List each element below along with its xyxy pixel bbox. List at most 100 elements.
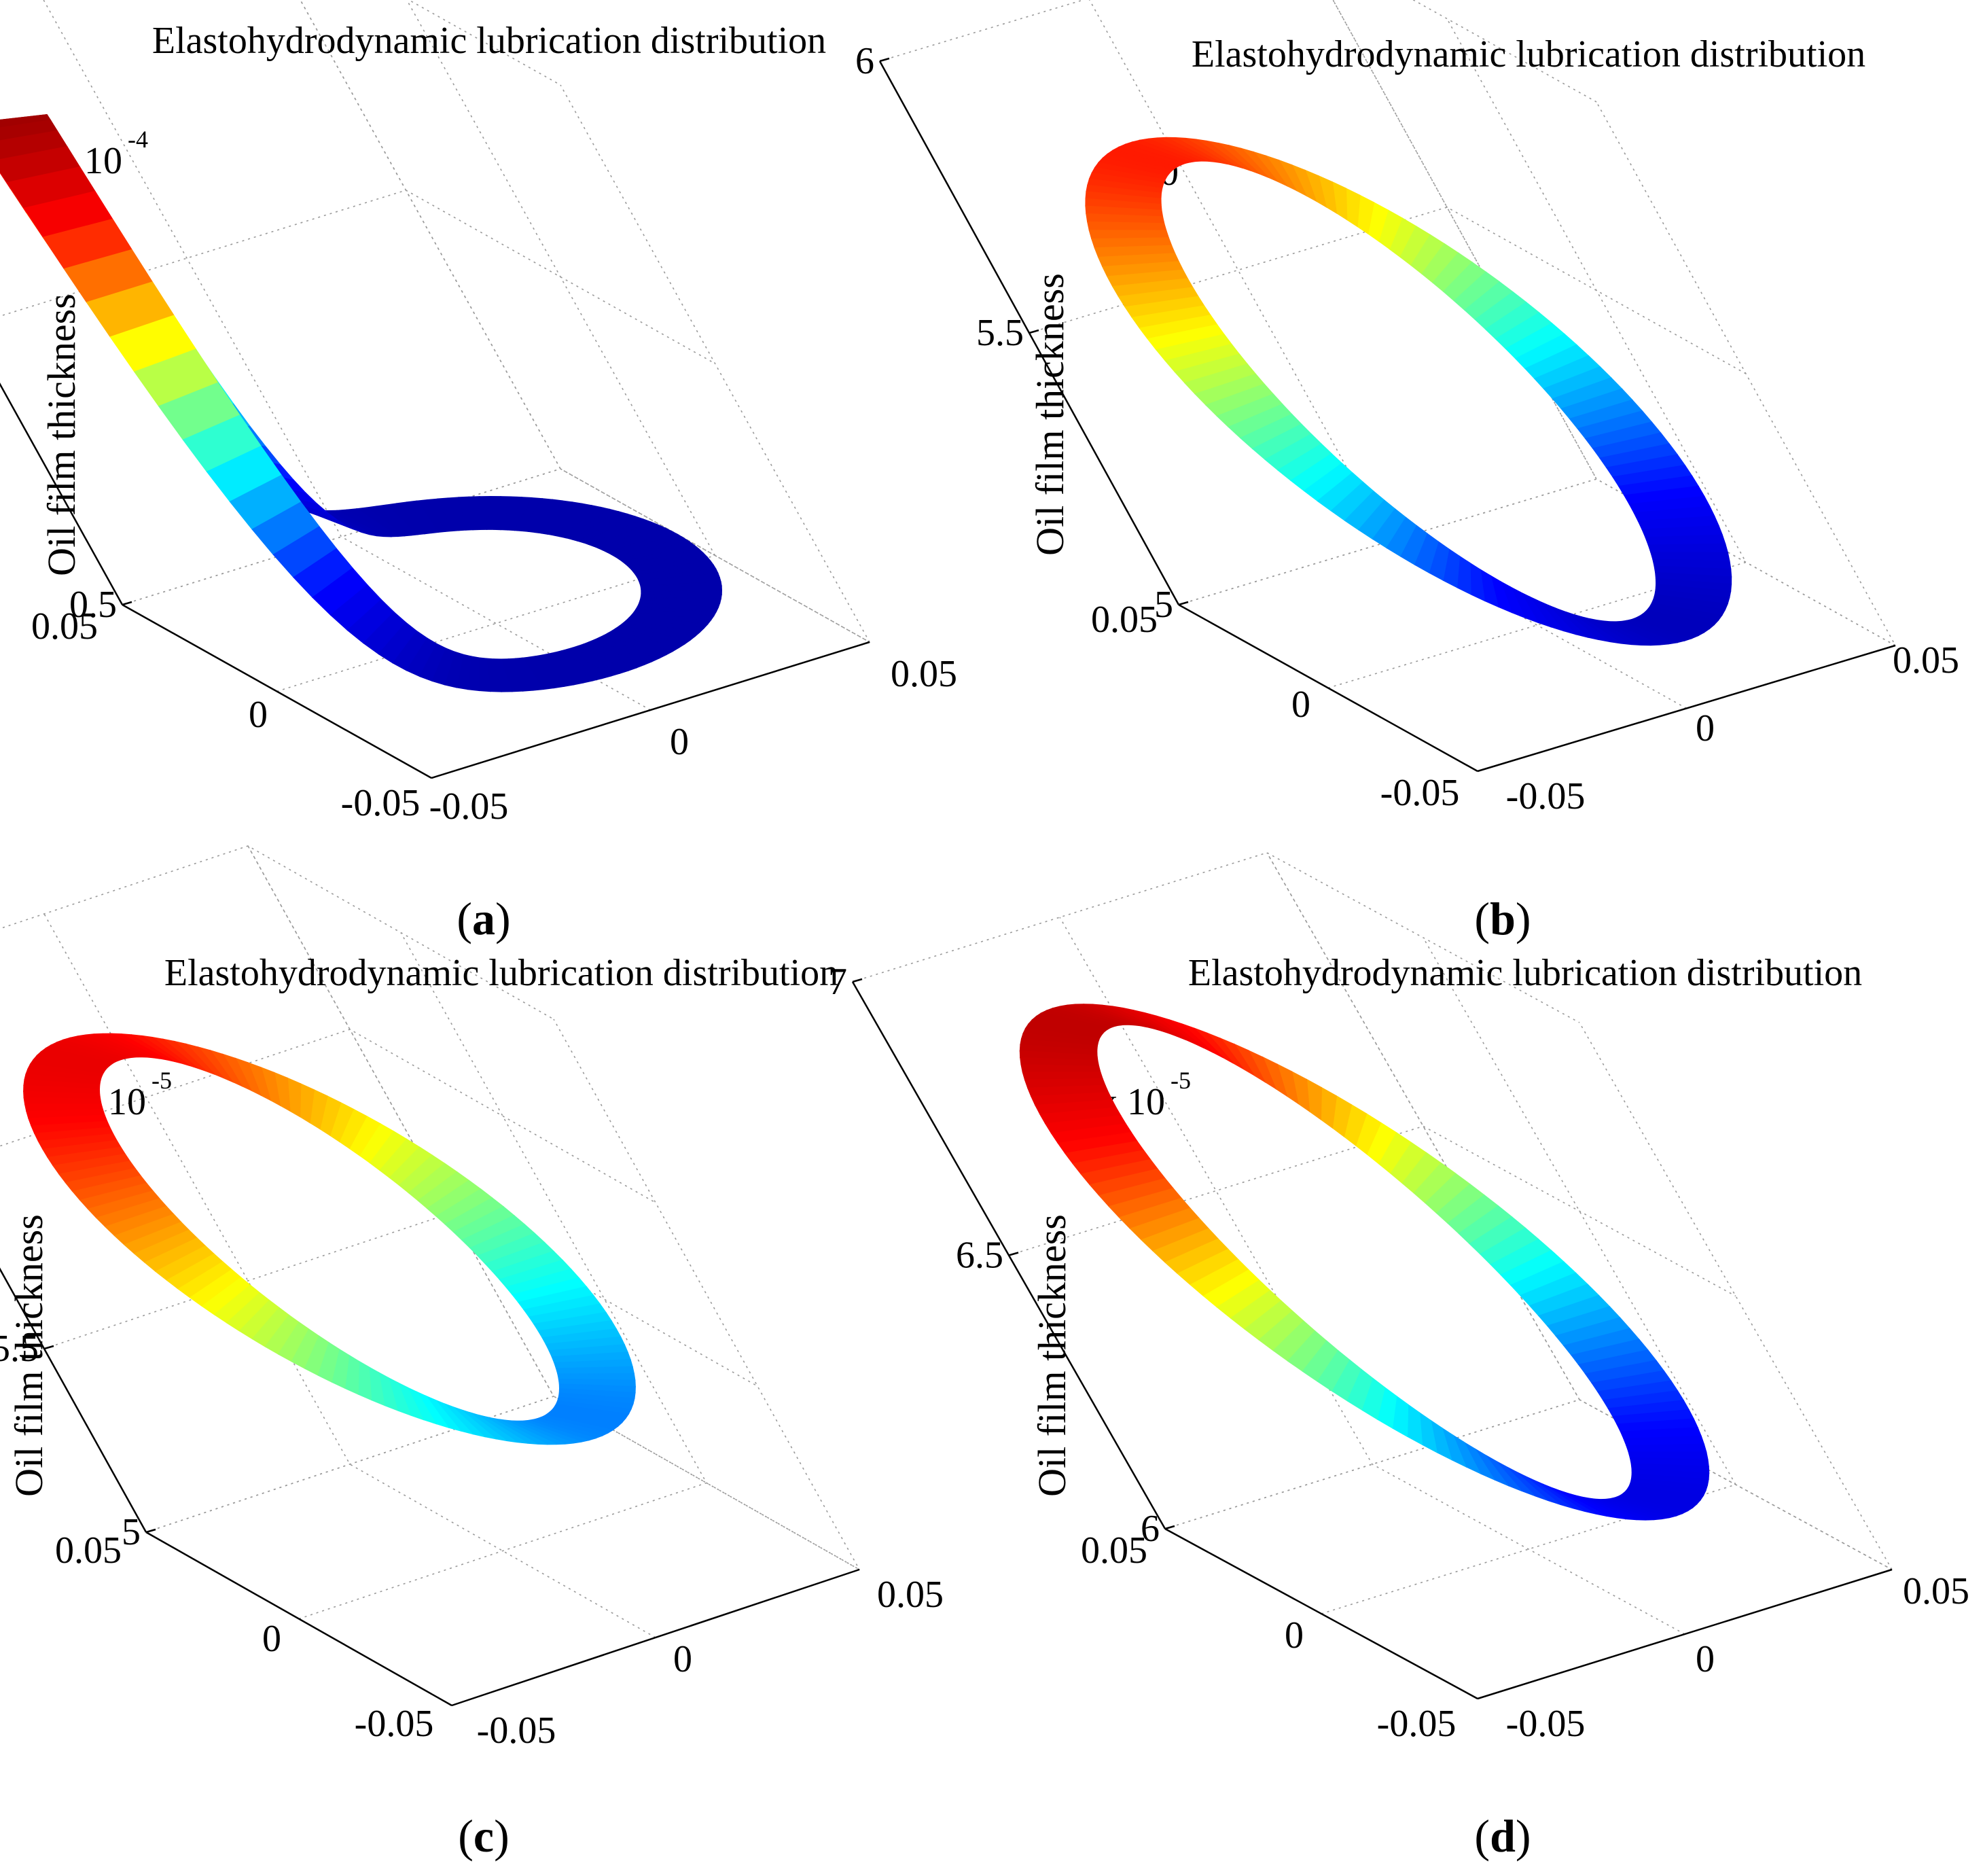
z-axis-label: Oil film thickness (1028, 273, 1072, 556)
surface-annulus (0, 114, 723, 692)
surface-patch (1414, 533, 1439, 573)
surface-patch (1306, 1078, 1323, 1120)
x-tick-label: 0 (1696, 707, 1715, 749)
x-tick-label: 0.05 (877, 1574, 944, 1616)
z-axis (0, 383, 124, 605)
x-tick-label: -0.05 (1506, 775, 1586, 817)
z-tick-label: 7 (828, 961, 847, 1003)
z-tick-mark (145, 1528, 156, 1534)
x-tick-label: -0.05 (429, 785, 509, 828)
y-axis (1178, 603, 1478, 773)
grid-line-x (1059, 917, 1685, 1635)
caption-open-paren: ( (458, 1810, 474, 1862)
x-tick-label: 0.05 (1893, 639, 1959, 682)
grid-line-y (1477, 1022, 1893, 1699)
grid-line-y (451, 1019, 861, 1706)
z-tick-label: 6 (855, 40, 874, 82)
caption-letter: c (474, 1810, 494, 1862)
grid-line-y (298, 932, 708, 1620)
z-axis-label: Oil film thickness (1030, 1214, 1074, 1497)
z-tick-label: 6 (1141, 1508, 1160, 1550)
surface-annulus (23, 1033, 636, 1445)
grid-line-x (43, 913, 656, 1638)
caption-letter: b (1490, 893, 1516, 944)
caption-letter: a (472, 893, 495, 944)
z-tick-mark (1008, 1252, 1019, 1256)
surface-patch (1626, 1443, 1707, 1453)
caption-open-paren: ( (457, 893, 472, 944)
x-axis (451, 1568, 860, 1707)
caption-open-paren: ( (1474, 893, 1490, 944)
z-tick-label: 5.5 (0, 1328, 39, 1370)
grid-line-x (43, 0, 651, 711)
z-tick-label: 5.5 (976, 312, 1024, 354)
surface-patch (0, 120, 58, 141)
x-axis (431, 641, 870, 779)
surface-patch (23, 1097, 102, 1105)
caption-open-paren: ( (1474, 1810, 1490, 1862)
z-exponent-power: -5 (151, 1067, 172, 1094)
grid-line-x (300, 0, 870, 643)
x-tick-label: 0 (670, 721, 689, 763)
grid-line-y (145, 845, 555, 1533)
grid-line-x (852, 981, 1478, 1699)
surface-patch (1345, 188, 1361, 228)
surface-patch (0, 130, 68, 160)
x-tick-label: 0.05 (1903, 1570, 1969, 1612)
x-tick-label: 0.05 (891, 653, 957, 695)
z-tick-mark (1029, 329, 1039, 334)
y-tick-label: 0.05 (55, 1529, 122, 1572)
surface-patch (1469, 562, 1486, 602)
z-tick-label: 0.5 (69, 584, 117, 626)
caption-letter: d (1490, 1810, 1516, 1862)
z-exponent-power: -5 (1171, 1067, 1191, 1094)
x-axis (1477, 1568, 1893, 1700)
y-axis (1164, 1527, 1478, 1700)
y-tick-label: 0.05 (31, 605, 98, 648)
z-tick-mark (43, 1345, 54, 1350)
panel-caption: (c) (458, 1810, 510, 1862)
panel-caption: (d) (1474, 1810, 1531, 1862)
caption-close-paren: ) (494, 1810, 510, 1862)
y-tick-label: 0.05 (1081, 1529, 1147, 1572)
panel-caption: (a) (457, 893, 510, 944)
z-tick-mark (1164, 1525, 1175, 1530)
grid-line-x (1266, 852, 1893, 1570)
caption-close-paren: ) (1516, 1810, 1531, 1862)
chart-title: Elastohydrodynamic lubrication distribut… (152, 20, 826, 62)
y-axis (145, 1531, 452, 1707)
y-tick-label: 0.05 (1091, 599, 1158, 641)
y-tick-label: -0.05 (355, 1703, 434, 1745)
surface-annulus (1019, 1004, 1710, 1521)
x-tick-label: 0 (1696, 1638, 1715, 1680)
x-axis (1477, 644, 1896, 773)
z-axis-label: Oil film thickness (7, 1214, 51, 1497)
z-tick-mark (879, 57, 890, 63)
y-tick-label: 0 (1291, 684, 1310, 726)
grid-line-y (122, 0, 562, 605)
y-tick-label: 0 (249, 694, 268, 736)
surface-patch (1086, 221, 1167, 231)
grid-line-z (852, 852, 1580, 1023)
z-exponent-power: -4 (128, 126, 148, 153)
surface-patch (431, 648, 456, 686)
z-tick-mark (1178, 601, 1189, 606)
panel-caption: (b) (1474, 893, 1531, 944)
z-tick-mark (122, 601, 132, 606)
surface-patch (317, 1341, 340, 1383)
grid-line-x (879, 60, 1478, 772)
chart-title: Elastohydrodynamic lubrication distribut… (1188, 952, 1862, 994)
caption-close-paren: ) (495, 893, 511, 944)
x-tick-label: -0.05 (477, 1710, 556, 1752)
caption-close-paren: ) (1516, 893, 1531, 944)
y-tick-label: 0 (1285, 1614, 1304, 1657)
surface-patch (1647, 543, 1729, 553)
surface-patch (0, 114, 52, 128)
z-tick-label: 5 (122, 1511, 141, 1553)
surface-patch (1406, 1403, 1423, 1446)
z-tick-mark (852, 978, 863, 983)
